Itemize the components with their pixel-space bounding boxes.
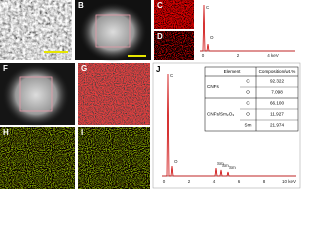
table-cell: 11.927 bbox=[270, 112, 284, 117]
peak-label: Sm bbox=[222, 163, 229, 168]
selection-box bbox=[95, 14, 131, 48]
selection-box bbox=[19, 76, 53, 112]
scale-bar bbox=[128, 55, 146, 57]
table-group: CNFs/Sm₂O₃ bbox=[207, 112, 234, 117]
panel-label: J bbox=[156, 65, 160, 74]
panel-label: B bbox=[78, 1, 84, 10]
peak-label: O bbox=[210, 35, 214, 40]
eds-map bbox=[78, 127, 150, 189]
eds-map bbox=[0, 127, 75, 189]
table-header: Composition/wt.% bbox=[259, 69, 296, 74]
panel-label: F bbox=[3, 64, 8, 73]
table-frame bbox=[204, 66, 299, 132]
panel-label: H bbox=[3, 128, 9, 137]
tick-label: 2 bbox=[237, 53, 240, 58]
particle bbox=[2, 63, 70, 127]
tick-label: 2 bbox=[188, 179, 191, 184]
peak-label: Sm bbox=[217, 161, 224, 166]
table-cell: O bbox=[246, 90, 250, 95]
table-cell: 7.098 bbox=[271, 90, 283, 95]
table-group: CNFs bbox=[207, 84, 219, 89]
inset bbox=[35, 5, 67, 29]
table-cell: 66.100 bbox=[270, 101, 284, 106]
table-cell: 92.322 bbox=[270, 79, 284, 84]
peak-label: O bbox=[174, 159, 178, 164]
table-cell: 21.974 bbox=[270, 123, 284, 128]
tick-label: 0 bbox=[163, 179, 166, 184]
tick-label: 8 bbox=[263, 179, 266, 184]
tick-label: 4 keV bbox=[267, 53, 279, 58]
eds-map bbox=[154, 0, 194, 29]
scale-bar bbox=[44, 51, 68, 53]
tick-label: 4 bbox=[213, 179, 216, 184]
spectrum bbox=[162, 73, 296, 177]
particle bbox=[79, 2, 147, 62]
peak-label: Sm bbox=[229, 165, 236, 170]
panel-label: G bbox=[81, 64, 87, 73]
table-header: Element bbox=[224, 69, 242, 74]
table-cell: C bbox=[246, 79, 250, 84]
peak-label: C bbox=[206, 5, 210, 10]
panel-label: I bbox=[81, 128, 83, 137]
table-cell: O bbox=[246, 112, 250, 117]
tick-label: 0 bbox=[202, 53, 205, 58]
panel-label: C bbox=[157, 1, 163, 10]
panel-label: A bbox=[3, 1, 9, 10]
eds-map bbox=[154, 31, 194, 60]
peak-label: C bbox=[170, 73, 174, 78]
table-cell: C bbox=[246, 101, 250, 106]
eds-map bbox=[78, 63, 150, 125]
tick-label: 10 keV bbox=[282, 179, 296, 184]
spectrum bbox=[200, 4, 295, 52]
tick-label: 6 bbox=[238, 179, 241, 184]
table-cell: Sm bbox=[245, 123, 252, 128]
panel-label: D bbox=[157, 32, 163, 41]
